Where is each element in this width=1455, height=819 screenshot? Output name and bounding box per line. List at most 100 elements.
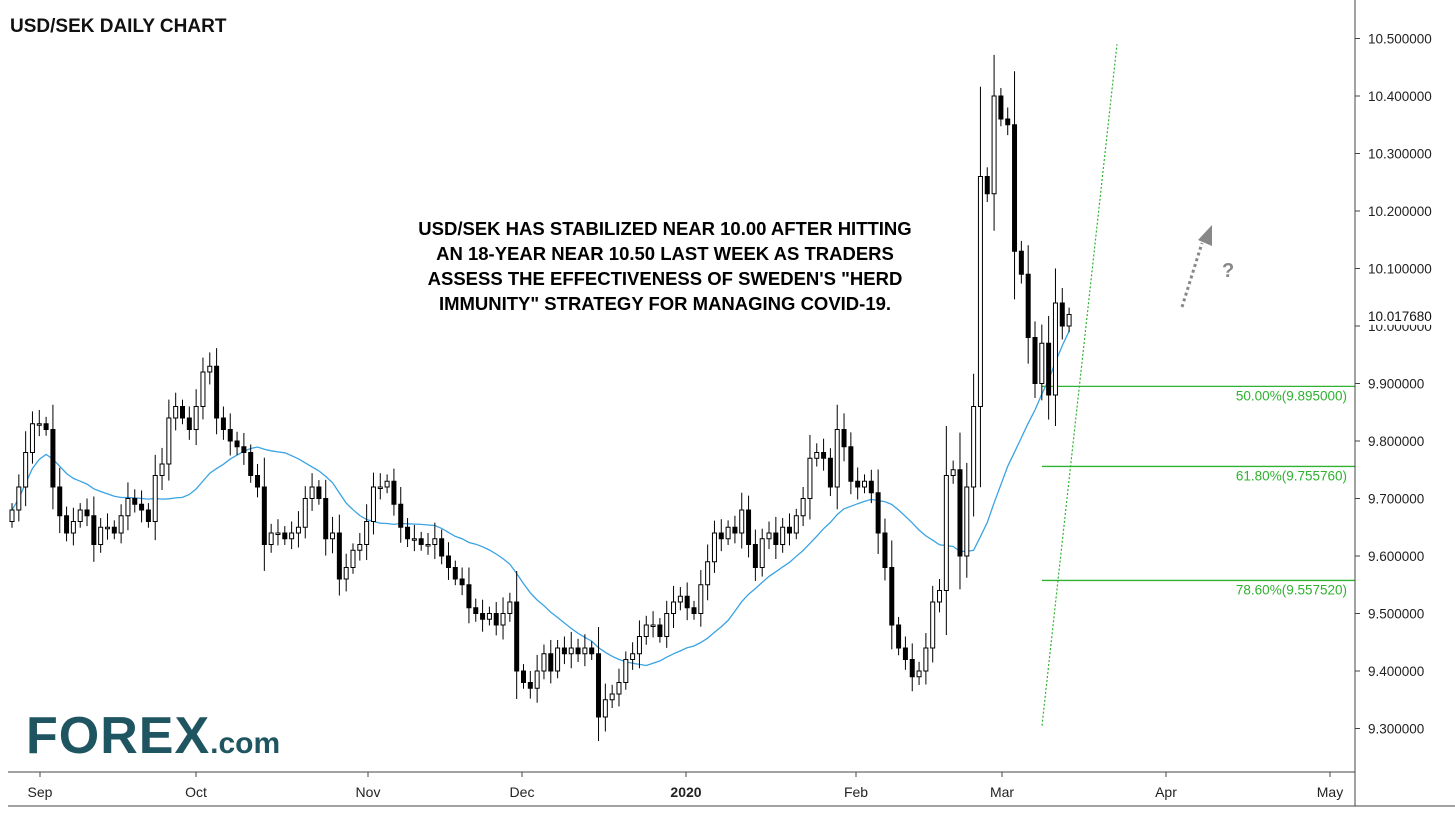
candle-up <box>800 498 806 517</box>
candle-up <box>555 647 561 672</box>
candle-up <box>630 653 636 660</box>
candle-up <box>582 647 588 655</box>
candle-down <box>91 515 97 545</box>
candle-down <box>752 544 758 568</box>
candle-down <box>589 647 595 655</box>
x-tick-label: Oct <box>185 784 207 800</box>
candle-down <box>493 613 499 626</box>
candle-down <box>848 446 854 482</box>
candle-down <box>248 452 254 476</box>
candle-up <box>971 406 977 488</box>
candle-up <box>330 532 336 540</box>
axes-layer: 10.500000 10.400000 10.300000 10.200000 10.1… <box>8 0 1455 807</box>
candle-down <box>132 498 138 505</box>
candle-down <box>1012 124 1018 252</box>
candle-down <box>548 653 554 672</box>
candle-down <box>439 538 445 557</box>
candle-up <box>23 452 29 488</box>
candle-up <box>104 526 110 530</box>
y-tick-label: 9.500000 <box>1368 607 1424 622</box>
y-tick-label: 10.100000 <box>1368 262 1432 277</box>
candle-up <box>711 532 717 563</box>
annotation-line: USD/SEK HAS STABILIZED NEAR 10.00 AFTER … <box>418 218 912 239</box>
candle-up <box>834 429 840 488</box>
y-tick-label: 9.900000 <box>1368 377 1424 392</box>
candle-up <box>77 509 83 522</box>
candle-down <box>180 406 185 419</box>
candle-up <box>943 475 949 591</box>
candle-up <box>609 693 615 701</box>
candle-down <box>909 659 915 678</box>
candle-up <box>70 521 76 534</box>
candle-down <box>255 475 261 488</box>
candle-up <box>9 509 15 522</box>
candle-up <box>937 590 943 603</box>
candle-down <box>391 480 397 505</box>
candle-down <box>84 509 90 517</box>
candle-down <box>957 469 963 557</box>
candle-up <box>671 601 677 614</box>
candle-up <box>923 647 929 672</box>
candle-down <box>514 601 520 672</box>
candle-down <box>111 526 117 534</box>
candle-up <box>275 532 281 535</box>
last-price-box <box>1357 306 1453 325</box>
candle-down <box>220 417 226 430</box>
candle-down <box>998 95 1004 120</box>
candle-up <box>432 538 438 545</box>
candle-down <box>1005 118 1011 126</box>
candle-down <box>214 365 220 419</box>
x-tick-label: 2020 <box>670 784 701 800</box>
candle-down <box>405 526 411 540</box>
y-tick-label: 9.400000 <box>1368 664 1424 679</box>
candle-up <box>977 176 983 407</box>
x-tick-label: Nov <box>356 784 381 800</box>
candle-down <box>575 647 581 655</box>
candle-down <box>868 480 874 494</box>
candle-up <box>650 624 656 627</box>
candle-up <box>616 682 622 695</box>
candle-down <box>1025 273 1031 338</box>
candle-up <box>302 498 308 528</box>
candle-up <box>793 515 799 534</box>
x-tick-label: Sep <box>28 784 53 800</box>
candle-up <box>268 532 274 545</box>
candle-down <box>234 440 240 448</box>
candle-down <box>889 567 895 626</box>
candle-down <box>984 176 990 195</box>
candle-down <box>561 647 567 655</box>
y-tick-label: 10.500000 <box>1368 32 1432 47</box>
y-tick-label: 10.300000 <box>1368 147 1432 162</box>
x-tick-label: Mar <box>990 784 1014 800</box>
candle-up <box>309 486 315 499</box>
candle-down <box>445 555 451 568</box>
candle-up <box>814 452 820 459</box>
candle-up <box>643 624 649 637</box>
candle-down <box>139 503 145 511</box>
candle-up <box>29 423 35 453</box>
candle-down <box>746 509 752 545</box>
candle-down <box>64 515 70 534</box>
candle-down <box>596 653 602 718</box>
candle-up <box>152 475 158 522</box>
question-mark: ? <box>1222 260 1234 282</box>
candle-down <box>227 429 233 442</box>
candle-down <box>145 509 151 522</box>
candle-up <box>350 549 356 568</box>
candle-up <box>125 498 131 517</box>
candle-down <box>855 480 861 488</box>
candle-up <box>862 480 867 488</box>
x-tick-label: Dec <box>510 784 535 800</box>
candle-down <box>1018 250 1024 275</box>
candle-down <box>827 457 833 488</box>
candle-up <box>930 601 936 649</box>
candle-up <box>370 486 376 522</box>
candle-up <box>602 699 608 718</box>
candle-up <box>766 532 772 540</box>
candle-up <box>500 613 506 626</box>
moving-average-layer <box>11 330 1070 667</box>
candle-down <box>241 446 247 453</box>
x-tick-label: Feb <box>844 784 868 800</box>
candle-up <box>1052 302 1058 396</box>
